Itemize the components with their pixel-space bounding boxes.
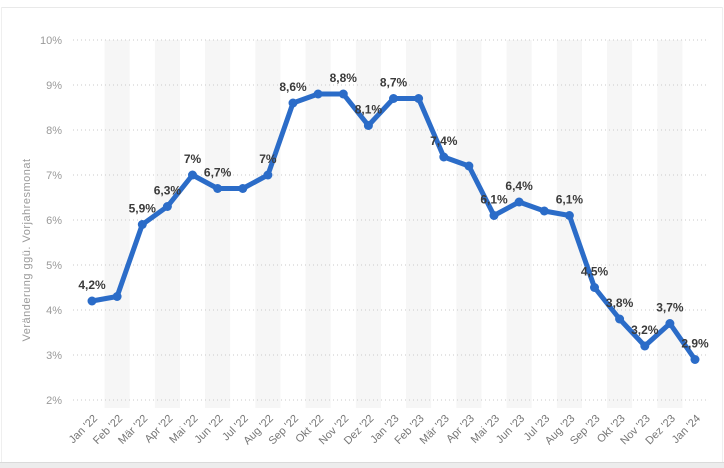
- column-stripe: [607, 40, 633, 408]
- data-point[interactable]: [464, 161, 474, 171]
- y-tick-label: 3%: [46, 350, 62, 362]
- data-line: [89, 91, 698, 362]
- data-point-label: 2,9%: [681, 337, 709, 351]
- data-point[interactable]: [313, 89, 323, 99]
- data-point[interactable]: [514, 197, 524, 207]
- data-point-label: 5,9%: [129, 202, 157, 216]
- x-tick-label: Jun '23: [494, 413, 527, 446]
- data-point[interactable]: [564, 211, 574, 220]
- data-point-label: 8,6%: [279, 80, 307, 94]
- column-stripe: [154, 40, 180, 408]
- data-point[interactable]: [263, 170, 273, 180]
- column-stripe: [255, 40, 281, 408]
- data-point[interactable]: [665, 319, 675, 328]
- data-point[interactable]: [590, 283, 599, 292]
- y-tick-label: 10%: [40, 35, 62, 47]
- x-tick-label: Jan '24: [670, 413, 703, 446]
- data-point-label: 6,7%: [204, 166, 232, 180]
- data-point[interactable]: [137, 220, 147, 229]
- y-tick-label: 2%: [46, 395, 62, 407]
- footer-strip: [0, 462, 724, 468]
- data-point[interactable]: [238, 184, 248, 193]
- column-stripe: [506, 40, 532, 408]
- column-stripe: [456, 40, 482, 408]
- data-point[interactable]: [288, 98, 298, 108]
- data-point[interactable]: [615, 314, 625, 324]
- data-point-label: 7,4%: [430, 134, 458, 148]
- data-point[interactable]: [112, 292, 122, 301]
- data-point[interactable]: [690, 355, 700, 364]
- data-point-label: 6,1%: [480, 193, 508, 207]
- data-point-label: 7%: [184, 152, 202, 166]
- data-point-label: 8,7%: [380, 76, 408, 90]
- data-point-label: 6,3%: [154, 184, 182, 198]
- data-point[interactable]: [363, 121, 373, 130]
- y-tick-label: 6%: [46, 215, 62, 227]
- card-left-border: [1, 7, 2, 462]
- data-point-label: 3,2%: [631, 323, 659, 337]
- data-point-label: 4,2%: [78, 278, 106, 292]
- data-point[interactable]: [640, 341, 650, 351]
- column-stripe: [355, 40, 381, 408]
- column-stripe: [305, 40, 331, 408]
- data-point[interactable]: [338, 89, 348, 99]
- x-tick-label: Jun '22: [192, 413, 225, 446]
- data-point-label: 7%: [259, 152, 277, 166]
- y-tick-label: 9%: [46, 80, 62, 92]
- data-point[interactable]: [389, 94, 398, 103]
- y-tick-label: 4%: [46, 305, 62, 317]
- data-point[interactable]: [489, 211, 499, 220]
- data-point[interactable]: [439, 152, 449, 162]
- data-point[interactable]: [87, 296, 97, 306]
- card-right-border: [722, 7, 723, 462]
- card-top-border: [2, 7, 722, 8]
- y-tick-label: 7%: [46, 170, 62, 182]
- column-stripe: [104, 40, 130, 408]
- data-point-label: 6,1%: [556, 193, 584, 207]
- data-point[interactable]: [162, 202, 172, 211]
- data-point-label: 4,5%: [581, 265, 609, 279]
- column-stripe: [657, 40, 683, 408]
- data-point-label: 3,7%: [656, 301, 684, 315]
- data-point[interactable]: [188, 170, 197, 180]
- column-stripe: [556, 40, 582, 408]
- data-point[interactable]: [539, 206, 549, 216]
- column-stripe: [205, 40, 231, 408]
- data-point-label: 8,1%: [355, 103, 383, 117]
- y-tick-label: 8%: [46, 125, 62, 137]
- data-point-label: 6,4%: [505, 179, 533, 193]
- y-tick-label: 5%: [46, 260, 62, 272]
- data-point[interactable]: [414, 94, 424, 103]
- y-axis-title: Veränderung ggü. Vorjahresmonat: [21, 158, 33, 341]
- data-point[interactable]: [213, 184, 223, 193]
- data-point-label: 3,8%: [606, 296, 634, 310]
- data-point-label: 8,8%: [330, 71, 358, 85]
